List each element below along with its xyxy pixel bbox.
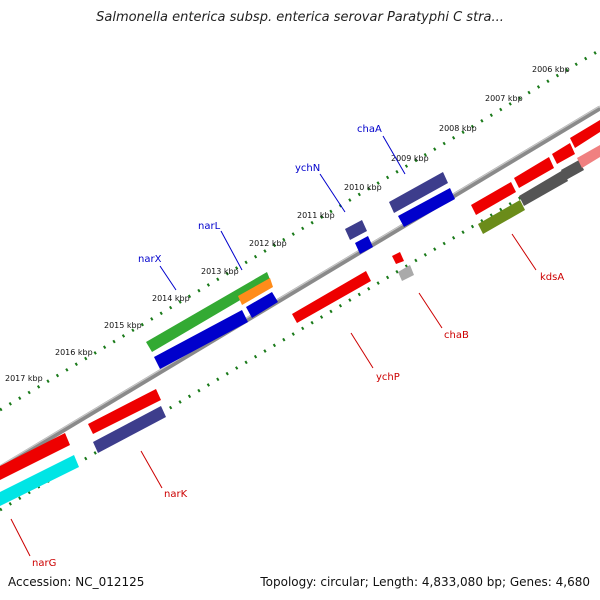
- genome-backbone-highlight: [0, 105, 600, 467]
- gene-block[interactable]: [355, 236, 373, 254]
- gene-block[interactable]: [471, 182, 516, 215]
- gene-block[interactable]: [570, 120, 600, 148]
- gene-label-narL[interactable]: narL: [198, 221, 221, 232]
- kbp-label: 2011 kbp: [297, 211, 335, 220]
- kbp-label: 2010 kbp: [344, 183, 382, 192]
- gene-block[interactable]: [519, 170, 568, 206]
- kbp-label: 2007 kbp: [485, 94, 523, 103]
- gene-block[interactable]: [561, 160, 584, 180]
- kbp-label: 2017 kbp: [5, 374, 43, 383]
- gene-label-chaA[interactable]: chaA: [357, 124, 382, 135]
- accession-text: Accession: NC_012125: [8, 575, 145, 589]
- gene-block[interactable]: [398, 265, 414, 281]
- gene-leader-lines: [10, 135, 537, 557]
- gene-block[interactable]: [389, 172, 448, 213]
- kbp-label: 2016 kbp: [55, 348, 93, 357]
- gene-block[interactable]: [0, 455, 79, 506]
- gene-labels: narG narK narX narL ychN chaA ychP chaB …: [32, 124, 564, 569]
- gene-block[interactable]: [577, 145, 600, 168]
- kbp-label: 2008 kbp: [439, 124, 477, 133]
- genome-backbone: [0, 105, 600, 471]
- gene-block[interactable]: [345, 220, 367, 240]
- gene-block[interactable]: [514, 157, 554, 188]
- gene-label-chaB[interactable]: chaB: [444, 330, 469, 341]
- kbp-label: 2014 kbp: [152, 294, 190, 303]
- gene-label-narG[interactable]: narG: [32, 558, 56, 569]
- kbp-label: 2015 kbp: [104, 321, 142, 330]
- gene-label-ychP[interactable]: ychP: [376, 372, 400, 383]
- gene-block[interactable]: [392, 252, 404, 264]
- gene-block[interactable]: [154, 310, 248, 369]
- map-title: Salmonella enterica subsp. enterica sero…: [96, 10, 504, 25]
- kbp-label: 2006 kbp: [532, 65, 570, 74]
- kbp-label: 2012 kbp: [249, 239, 287, 248]
- gene-block[interactable]: [88, 389, 161, 434]
- gene-label-ychN[interactable]: ychN: [295, 163, 320, 174]
- kbp-label: 2009 kbp: [391, 154, 429, 163]
- outer-scale-track: [0, 48, 600, 412]
- gene-block[interactable]: [398, 188, 455, 227]
- gene-label-kdsA[interactable]: kdsA: [540, 272, 564, 283]
- gene-block[interactable]: [292, 271, 371, 323]
- gene-label-narX[interactable]: narX: [138, 254, 162, 265]
- gene-block[interactable]: [93, 406, 166, 453]
- gene-block[interactable]: [0, 433, 70, 480]
- kbp-scale-labels: 2006 kbp 2007 kbp 2008 kbp 2009 kbp 2010…: [5, 65, 570, 383]
- gene-block[interactable]: [552, 143, 575, 164]
- gene-block[interactable]: [238, 278, 273, 305]
- gene-blocks: [0, 120, 600, 506]
- gene-block[interactable]: [478, 200, 525, 234]
- inner-scale-track: [0, 148, 600, 512]
- gene-block[interactable]: [146, 272, 271, 352]
- gene-block[interactable]: [246, 292, 278, 318]
- kbp-label: 2013 kbp: [201, 267, 239, 276]
- gene-label-narK[interactable]: narK: [164, 489, 188, 500]
- topology-text: Topology: circular; Length: 4,833,080 bp…: [260, 575, 590, 589]
